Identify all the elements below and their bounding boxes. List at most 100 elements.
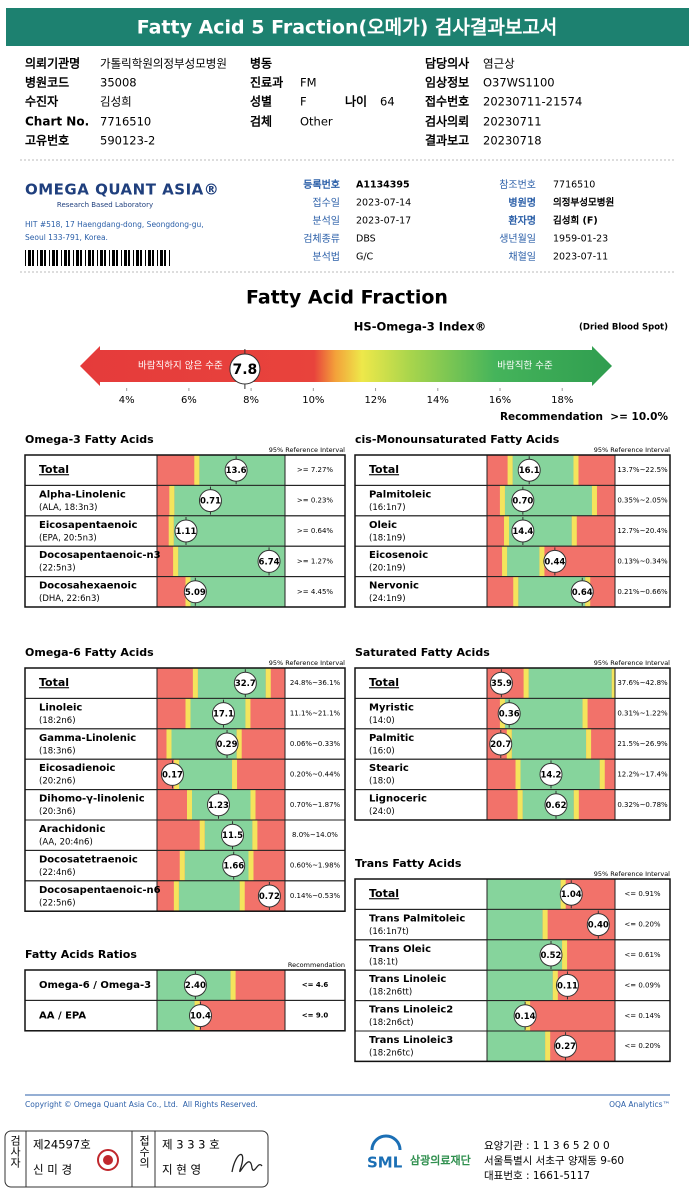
marker-circle xyxy=(198,489,222,513)
lab-info-label: 채혈일 xyxy=(508,250,536,263)
marker-circle xyxy=(513,1004,537,1028)
reference-label: 0.21%~0.66% xyxy=(617,588,668,596)
gauge-border-zone xyxy=(230,970,236,1001)
value-label: 16.1 xyxy=(519,466,540,476)
value-marker: 0.36 xyxy=(497,699,521,728)
barcode-bar xyxy=(104,250,106,266)
acid-formula: (14:0) xyxy=(369,716,395,726)
panel-title: Fatty Acids Ratios xyxy=(25,948,137,961)
acid-name: Linoleic xyxy=(39,702,82,713)
gauge-border-zone xyxy=(586,728,592,760)
panel-border xyxy=(24,969,346,1032)
acid-formula: (16:1n7) xyxy=(369,503,406,513)
acid-formula: (20:2n6) xyxy=(39,777,76,787)
marker-circle xyxy=(539,943,563,967)
acid-name: Palmitic xyxy=(369,733,414,744)
gauge-border-zone xyxy=(169,485,175,516)
marker-circle xyxy=(489,732,513,756)
gauge-border-zone xyxy=(591,485,597,516)
acid-formula: (ALA, 18:3n3) xyxy=(39,503,97,513)
acid-formula: (24:1n9) xyxy=(369,594,406,604)
acid-formula: (18:1t) xyxy=(369,957,398,967)
value-label: 1.66 xyxy=(223,862,244,872)
marker-circle xyxy=(555,973,579,997)
reference-label: >= 0.23% xyxy=(297,497,334,505)
gauge-border-zone xyxy=(573,789,579,820)
value-label: 1.23 xyxy=(208,801,229,811)
barcode-bar xyxy=(157,250,158,266)
reference-label: 0.14%~0.53% xyxy=(290,892,341,900)
gauge-border-zone xyxy=(523,668,529,699)
barcode-bar xyxy=(92,250,94,266)
panel-title: Saturated Fatty Acids xyxy=(355,646,490,659)
value-marker: 0.11 xyxy=(555,971,579,1000)
org-name: 삼광의료재단 xyxy=(410,1153,471,1167)
acid-name: Gamma-Linolenic xyxy=(39,733,136,744)
lab-info-value: 7716510 xyxy=(553,180,595,191)
reference-label: 0.06%~0.33% xyxy=(290,740,341,748)
barcode-bar xyxy=(136,250,139,266)
value-marker: 1.11 xyxy=(174,517,198,545)
gauge-border-zone xyxy=(166,728,172,760)
acid-formula: (18:2n6ct) xyxy=(369,1018,414,1028)
gauge-normal-zone xyxy=(178,880,240,912)
acid-name: Eicosenoic xyxy=(369,550,428,561)
gauge-normal-zone xyxy=(157,1000,195,1031)
total-label: Total xyxy=(39,463,69,476)
gauge-normal-zone xyxy=(507,546,540,577)
info-value: 590123-2 xyxy=(100,134,155,148)
reference-label: 12.7%~20.4% xyxy=(617,527,668,535)
lab-tagline: Research Based Laboratory xyxy=(57,201,153,209)
lab-info-label: 분석일 xyxy=(312,215,340,227)
lab-info-value: DBS xyxy=(356,234,376,245)
gauge-border-zone xyxy=(502,546,508,577)
gauge-border-zone xyxy=(517,789,523,820)
marker-circle xyxy=(489,671,513,695)
lab-info-value: 2023-07-14 xyxy=(356,198,411,209)
lab-info-value: 김성희 (F) xyxy=(553,215,598,227)
reference-label: <= 0.14% xyxy=(624,1012,661,1020)
barcode-bar xyxy=(148,250,151,266)
panel-title: Omega-6 Fatty Acids xyxy=(25,646,154,659)
gauge-border-zone xyxy=(232,759,238,790)
value-marker: 0.40 xyxy=(586,910,610,939)
info-label: 성별 xyxy=(250,94,272,109)
value-label: 6.74 xyxy=(259,557,280,567)
barcode-bar xyxy=(160,250,163,266)
lab-info-label: 참조번호 xyxy=(499,179,536,191)
gauge-border-zone xyxy=(173,880,179,912)
acid-name: Lignoceric xyxy=(369,794,427,805)
marker-circle xyxy=(221,823,245,847)
value-label: 14.4 xyxy=(512,527,533,537)
marker-circle xyxy=(586,913,610,937)
acid-name: Docosapentaenoic-n3 xyxy=(39,550,161,561)
reference-label: 0.35%~2.05% xyxy=(617,497,668,505)
reference-label: 37.6%~42.8% xyxy=(617,679,668,687)
copyright: Copyright © Omega Quant Asia Co., Ltd. A… xyxy=(25,1100,258,1109)
barcode-bar xyxy=(28,250,31,266)
acid-name: Alpha-Linolenic xyxy=(39,489,126,500)
acid-formula: (22:5n6) xyxy=(39,898,76,908)
marker-circle xyxy=(517,458,541,482)
info-value: 가톨릭학원의정부성모병원 xyxy=(100,57,227,71)
acid-name: Palmitoleic xyxy=(369,489,431,500)
acid-formula: (18:1n9) xyxy=(369,533,406,543)
gauge-border-zone xyxy=(513,576,519,607)
barcode-bar xyxy=(44,250,46,266)
acid-name: Oleic xyxy=(369,520,397,531)
index-tick-label: 18% xyxy=(551,395,573,406)
org-info: 대표번호 : 1661-5117 xyxy=(484,1170,590,1182)
value-marker: 2.40 xyxy=(183,971,207,1000)
acid-formula: (EPA, 20:5n3) xyxy=(39,533,97,543)
value-marker: 16.1 xyxy=(517,456,541,485)
marker-circle xyxy=(224,458,248,482)
barcode-bar xyxy=(80,250,82,266)
acid-formula: (24:0) xyxy=(369,807,395,817)
gauge-border-zone xyxy=(192,668,198,699)
gauge-border-zone xyxy=(571,515,577,547)
info-value: 7716510 xyxy=(100,115,151,129)
acid-name: Docosapentaenoic-n6 xyxy=(39,885,161,896)
gauge-border-zone xyxy=(173,546,179,577)
value-marker: 0.27 xyxy=(554,1032,578,1061)
gauge-normal-zone xyxy=(528,668,612,699)
